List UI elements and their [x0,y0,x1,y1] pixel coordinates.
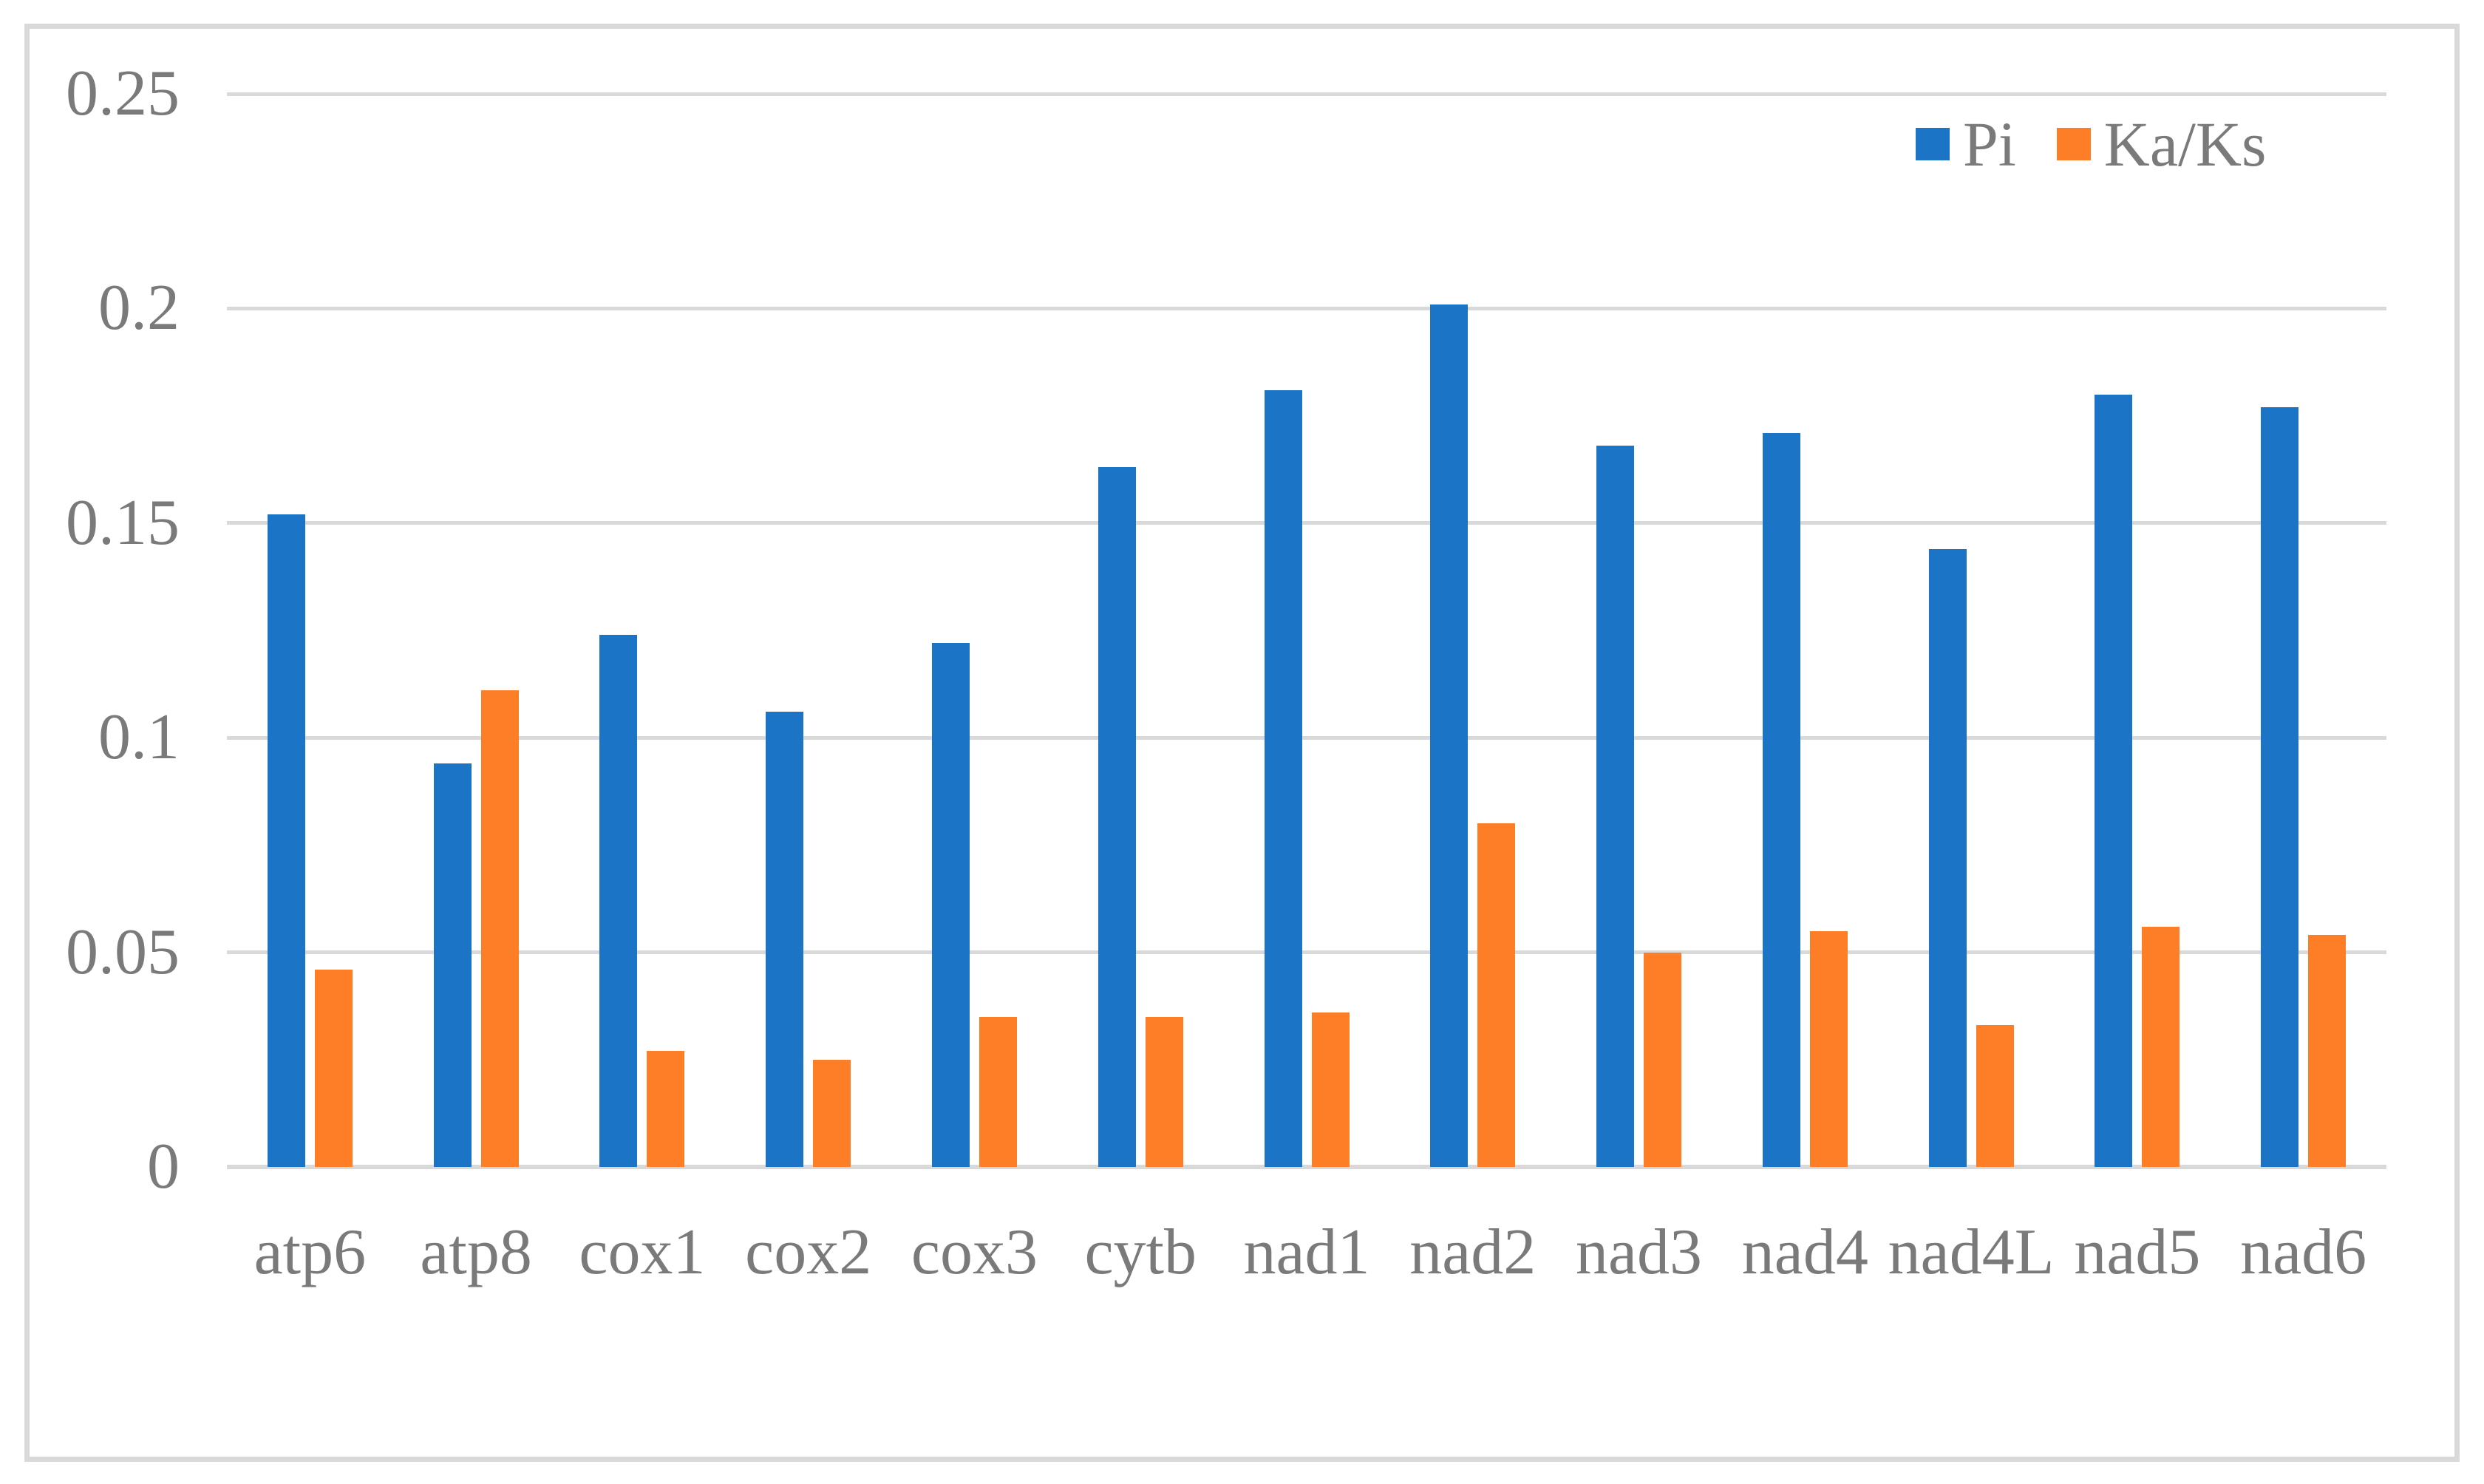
bar-kaks-atp8 [480,690,519,1167]
bar-kaks-atp6 [314,969,353,1167]
bar-pi-cox1 [599,634,638,1167]
legend-label-pi: Pi [1963,109,2016,180]
bar-pi-nad4l [1928,548,1967,1167]
y-tick-label-0_1: 0.1 [98,701,180,774]
legend-item-pi: Pi [1916,107,2016,181]
bar-kaks-cox2 [813,1059,851,1167]
bar-kaks-nad2 [1477,823,1516,1167]
x-tick-label-cox2: cox2 [745,1216,872,1288]
legend-swatch-kaks [2056,128,2091,160]
bar-pi-nad4 [1762,432,1800,1167]
bar-kaks-nad1 [1311,1012,1350,1167]
bar-kaks-cytb [1145,1016,1183,1167]
x-axis-line [227,1165,2386,1169]
x-tick-label-atp6: atp6 [253,1216,367,1288]
y-tick-label-0_25: 0.25 [66,58,180,129]
bar-kaks-cox1 [647,1051,685,1167]
gridline [227,735,2386,740]
bar-kaks-nad6 [2308,935,2347,1167]
x-tick-label-nad4l: nad4L [1888,1216,2055,1288]
bar-pi-nad2 [1430,304,1469,1167]
gridline [227,306,2386,310]
legend-item-kaks: Ka/Ks [2056,107,2267,181]
legend-label-kaks: Ka/Ks [2103,109,2267,180]
bar-pi-atp8 [433,763,472,1167]
bar-pi-nad5 [2095,394,2133,1167]
x-tick-label-nad4: nad4 [1741,1216,1868,1288]
gridline [227,521,2386,525]
bar-kaks-nad5 [2142,926,2180,1167]
y-tick-label-0: 0 [147,1131,180,1202]
x-tick-label-atp8: atp8 [420,1216,532,1288]
bar-kaks-nad4 [1809,930,1848,1167]
bar-pi-nad6 [2261,406,2299,1167]
gridline [227,92,2386,96]
bar-pi-atp6 [267,514,305,1167]
bar-kaks-cox3 [979,1016,1017,1167]
x-tick-label-nad3: nad3 [1576,1216,1703,1288]
x-tick-label-nad1: nad1 [1243,1216,1370,1288]
gridline [227,950,2386,955]
x-tick-label-nad6: nad6 [2240,1216,2367,1288]
x-tick-label-cox1: cox1 [579,1216,706,1288]
chart-frame [24,24,2460,1462]
bar-pi-cox2 [766,712,804,1167]
y-tick-label-0_05: 0.05 [66,916,180,988]
y-tick-label-0_2: 0.2 [98,272,180,344]
bar-pi-nad1 [1264,389,1302,1167]
bar-kaks-nad4l [1976,1025,2014,1167]
x-tick-label-cox3: cox3 [911,1216,1038,1288]
bar-pi-nad3 [1596,446,1635,1167]
plot-area [227,92,2386,1169]
bar-kaks-nad3 [1644,952,1682,1167]
y-tick-label-0_15: 0.15 [66,486,180,559]
legend-swatch-pi [1916,128,1950,160]
bar-pi-cox3 [931,643,970,1167]
legend: Pi Ka/Ks [1916,107,2266,181]
x-tick-label-cytb: cytb [1084,1216,1197,1288]
x-tick-label-nad5: nad5 [2074,1216,2201,1288]
bar-pi-cytb [1098,467,1136,1167]
x-tick-label-nad2: nad2 [1409,1216,1537,1288]
